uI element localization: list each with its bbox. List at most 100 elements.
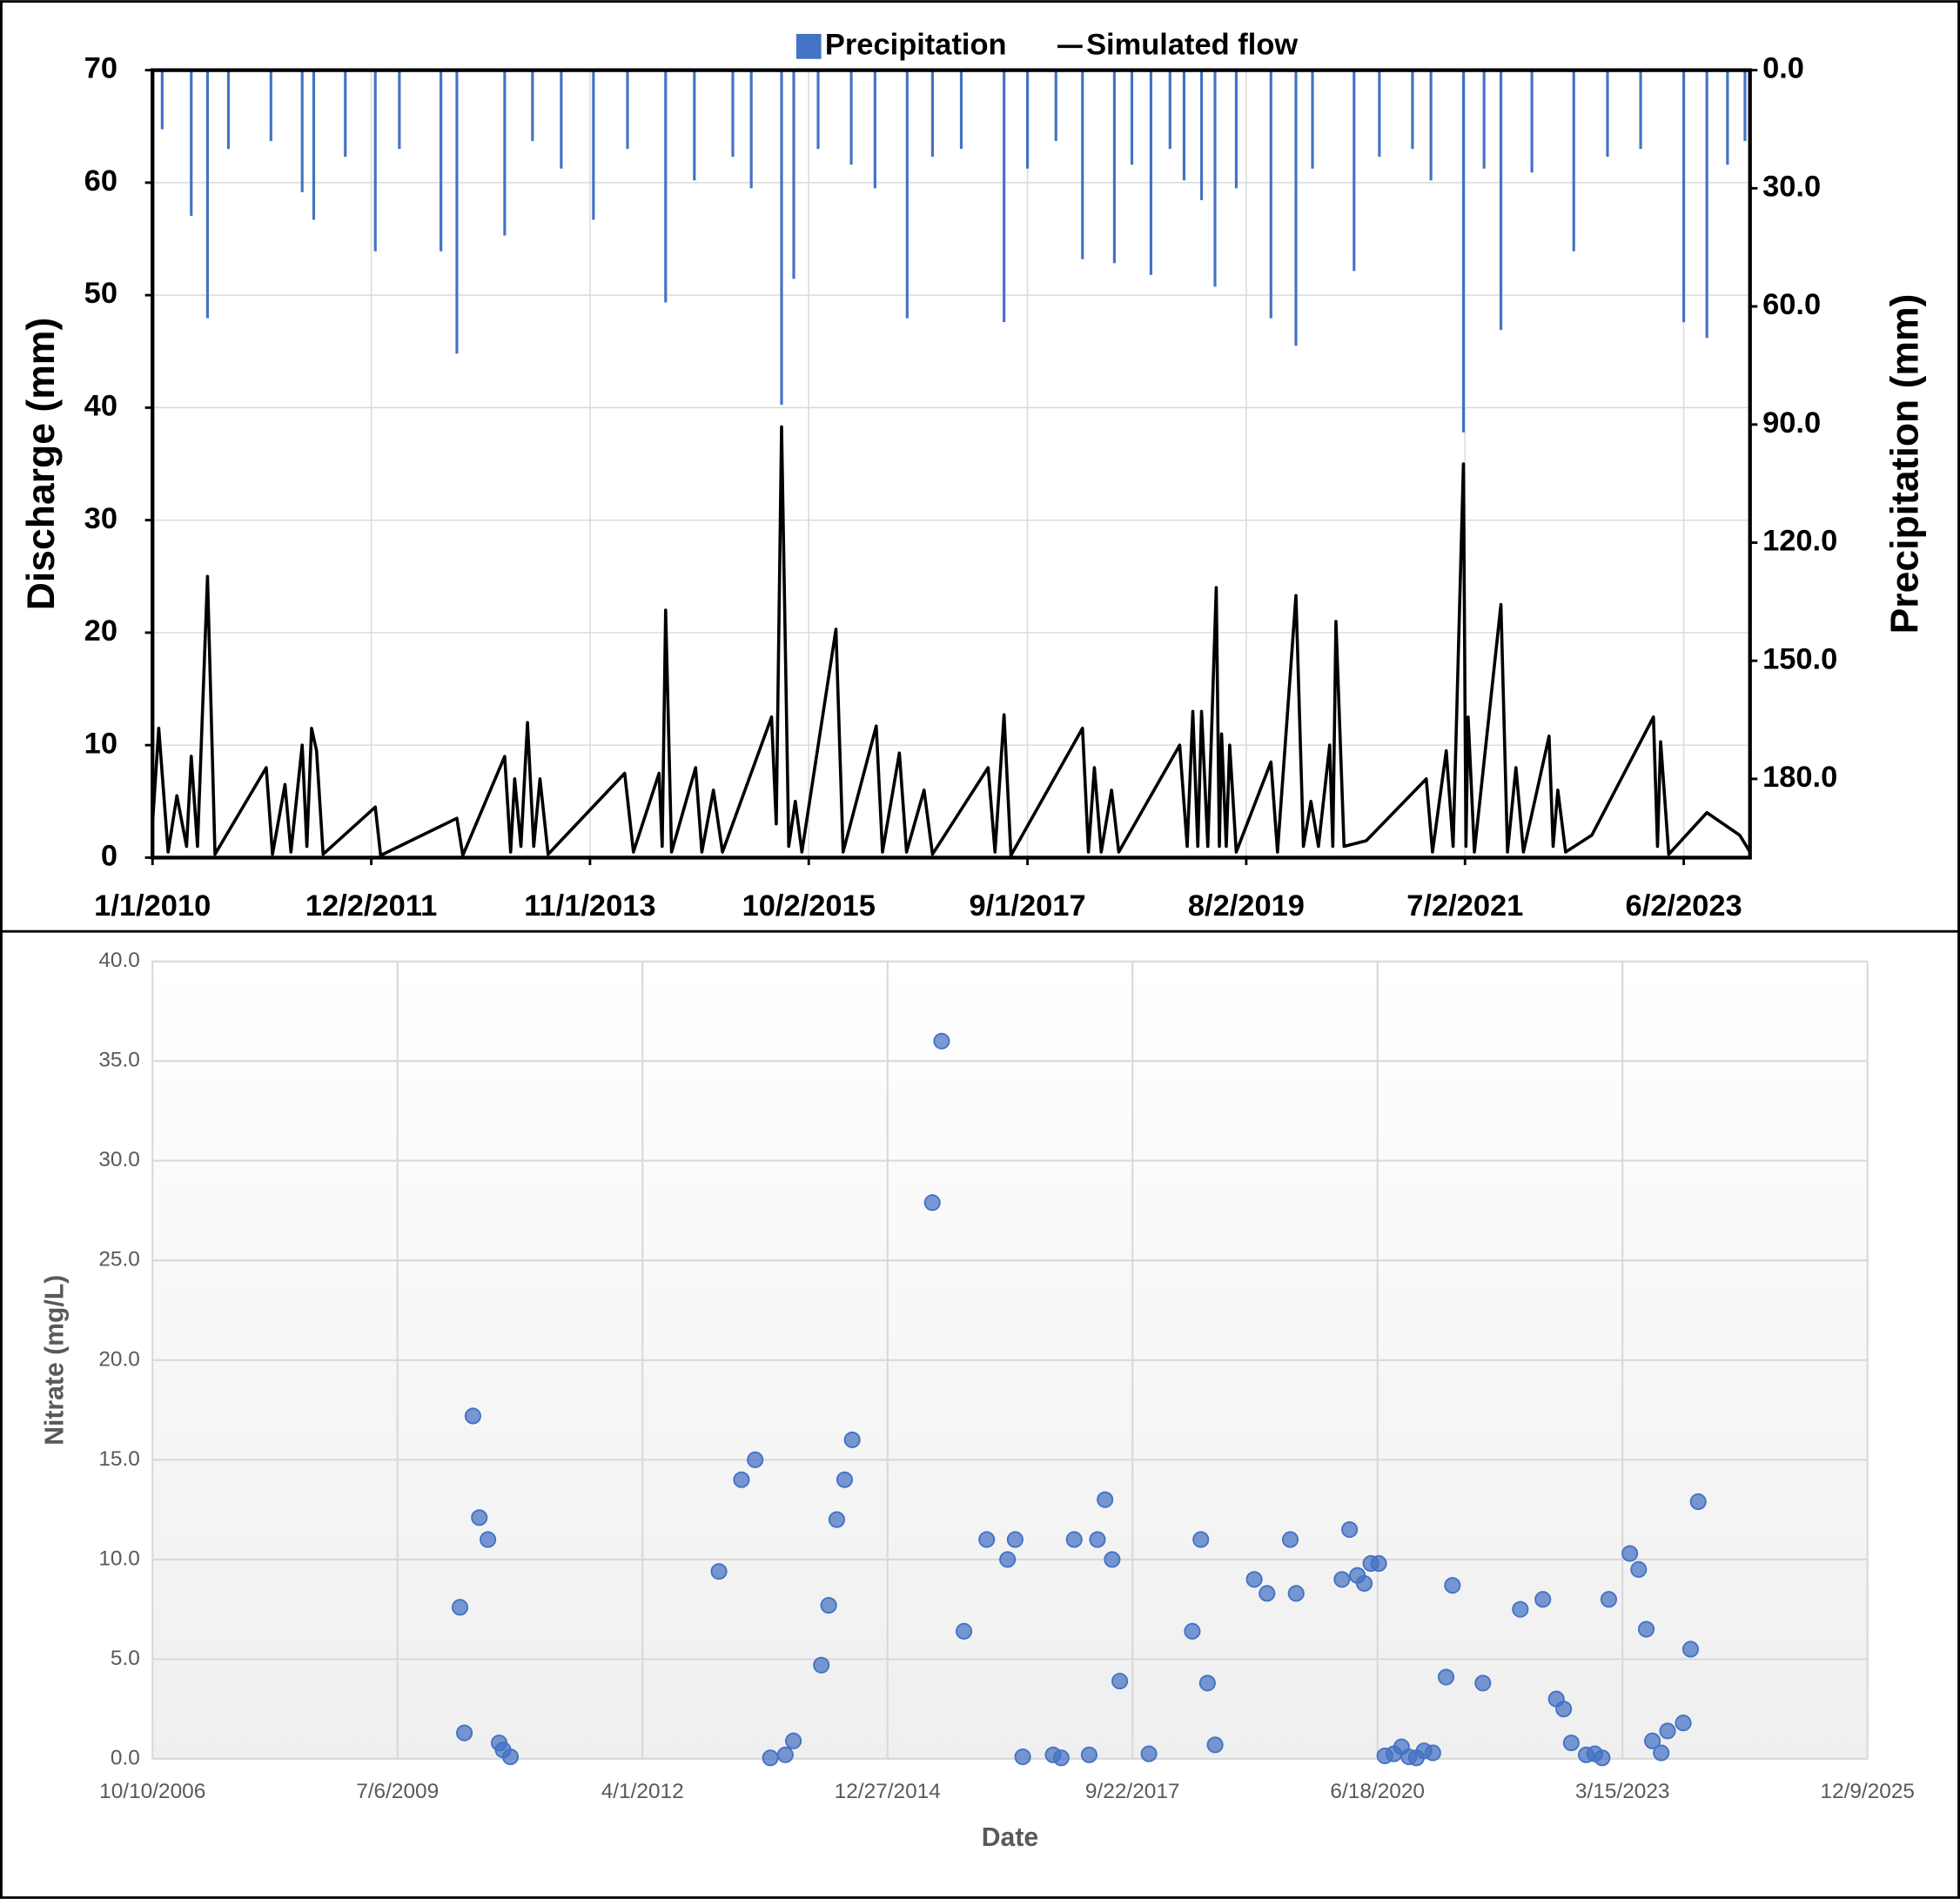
precipitation-bar xyxy=(930,70,935,158)
y-tick-label: 20 xyxy=(84,614,117,648)
precipitation-bar xyxy=(1378,70,1381,158)
data-point xyxy=(1630,1560,1648,1578)
data-point xyxy=(1621,1545,1639,1562)
y-tick-label: 70 xyxy=(84,52,117,85)
data-point xyxy=(1140,1745,1158,1762)
y2-tick-label: 30.0 xyxy=(1762,170,1821,203)
data-point xyxy=(471,1509,488,1527)
data-point xyxy=(1534,1591,1552,1608)
data-point xyxy=(710,1563,728,1580)
data-point xyxy=(480,1531,497,1548)
data-point xyxy=(1562,1735,1580,1752)
precipitation-bar xyxy=(1294,70,1298,346)
precipitation-bar xyxy=(1003,70,1006,323)
data-point xyxy=(1184,1622,1201,1640)
data-point xyxy=(1198,1674,1216,1692)
precipitation-bar xyxy=(1606,70,1609,158)
x-tick-label: 6/2/2023 xyxy=(1626,889,1742,923)
y-axis-title: Discharge (mm) xyxy=(20,318,63,610)
data-point xyxy=(1689,1493,1707,1510)
precipitation-bar xyxy=(1705,70,1708,339)
data-point xyxy=(1065,1531,1083,1548)
precipitation-bar xyxy=(1499,70,1503,331)
x-tick-label: 12/9/2025 xyxy=(1820,1780,1915,1803)
data-point xyxy=(1681,1641,1700,1658)
y2-tick-label: 150.0 xyxy=(1762,642,1837,675)
data-point xyxy=(1444,1577,1461,1594)
y-axis-title: Nitrate (mg/L) xyxy=(41,1275,70,1446)
data-point xyxy=(1245,1571,1263,1588)
y-tick-label: 50 xyxy=(84,277,117,310)
precipitation-bar xyxy=(626,70,629,150)
data-point xyxy=(1424,1744,1441,1761)
precipitation-bar xyxy=(373,70,377,252)
data-point xyxy=(1259,1585,1276,1602)
precipitation-bar xyxy=(1081,70,1084,259)
data-point xyxy=(1089,1531,1106,1548)
x-axis-title: Date xyxy=(982,1823,1038,1852)
data-point xyxy=(785,1732,802,1749)
data-point xyxy=(813,1656,830,1674)
precipitation-bar xyxy=(1743,70,1747,142)
precipitation-bar xyxy=(1213,70,1217,287)
precipitation-bar xyxy=(792,70,795,279)
data-point xyxy=(820,1597,837,1614)
y-tick-label: 20.0 xyxy=(98,1347,140,1371)
data-point xyxy=(1370,1554,1387,1573)
precipitation-bar xyxy=(749,70,753,189)
data-point xyxy=(1600,1591,1618,1608)
y-tick-label: 0 xyxy=(101,840,117,873)
precipitation-bar xyxy=(1149,70,1152,275)
x-tick-label: 9/22/2017 xyxy=(1085,1780,1180,1803)
data-point xyxy=(933,1032,950,1050)
data-point xyxy=(1637,1621,1655,1638)
y-tick-label: 0.0 xyxy=(111,1746,140,1769)
precipitation-bar xyxy=(531,70,534,142)
y-tick-label: 40.0 xyxy=(98,949,140,972)
precipitation-bar xyxy=(1199,70,1204,200)
y-tick-label: 15.0 xyxy=(98,1447,140,1471)
data-point xyxy=(1653,1744,1670,1761)
precipitation-bar xyxy=(1182,70,1186,181)
data-point xyxy=(1341,1520,1359,1539)
data-point xyxy=(978,1531,996,1548)
precipitation-bar xyxy=(1572,70,1575,252)
data-point xyxy=(923,1194,941,1211)
precipitation-bar xyxy=(873,70,876,189)
precipitation-bar xyxy=(731,70,735,158)
precipitation-bar xyxy=(1429,70,1433,181)
precipitation-bar xyxy=(1311,70,1314,169)
data-point xyxy=(1080,1746,1097,1763)
precipitation-bar xyxy=(1530,70,1534,173)
y2-axis-title: Precipitation (mm) xyxy=(1883,294,1926,634)
data-point xyxy=(1281,1531,1299,1548)
precipitation-bar xyxy=(1411,70,1414,150)
precipitation-bar xyxy=(959,70,963,150)
precipitation-bar xyxy=(1639,70,1642,150)
x-tick-label: 12/27/2014 xyxy=(835,1780,941,1803)
y-tick-label: 25.0 xyxy=(98,1248,140,1272)
precipitation-bar xyxy=(664,70,668,303)
x-tick-label: 8/2/2019 xyxy=(1188,889,1305,923)
y-tick-label: 10.0 xyxy=(98,1547,140,1570)
data-point xyxy=(955,1622,973,1640)
flow-line xyxy=(151,425,1752,857)
data-point xyxy=(1659,1722,1676,1740)
data-point xyxy=(456,1724,473,1741)
x-tick-label: 1/1/2010 xyxy=(94,889,211,923)
y-tick-label: 60 xyxy=(84,164,117,198)
data-point xyxy=(1355,1574,1373,1592)
precipitation-bar xyxy=(300,70,304,192)
y2-tick-label: 120.0 xyxy=(1762,525,1837,558)
data-point xyxy=(1675,1714,1692,1732)
precipitation-bar xyxy=(816,70,820,150)
precipitation-bar xyxy=(1726,70,1729,165)
precipitation-bar xyxy=(1682,70,1686,323)
data-point xyxy=(1014,1748,1031,1766)
precipitation-bar xyxy=(1234,70,1238,189)
data-point xyxy=(1206,1736,1224,1754)
x-tick-label: 10/10/2006 xyxy=(99,1780,205,1803)
